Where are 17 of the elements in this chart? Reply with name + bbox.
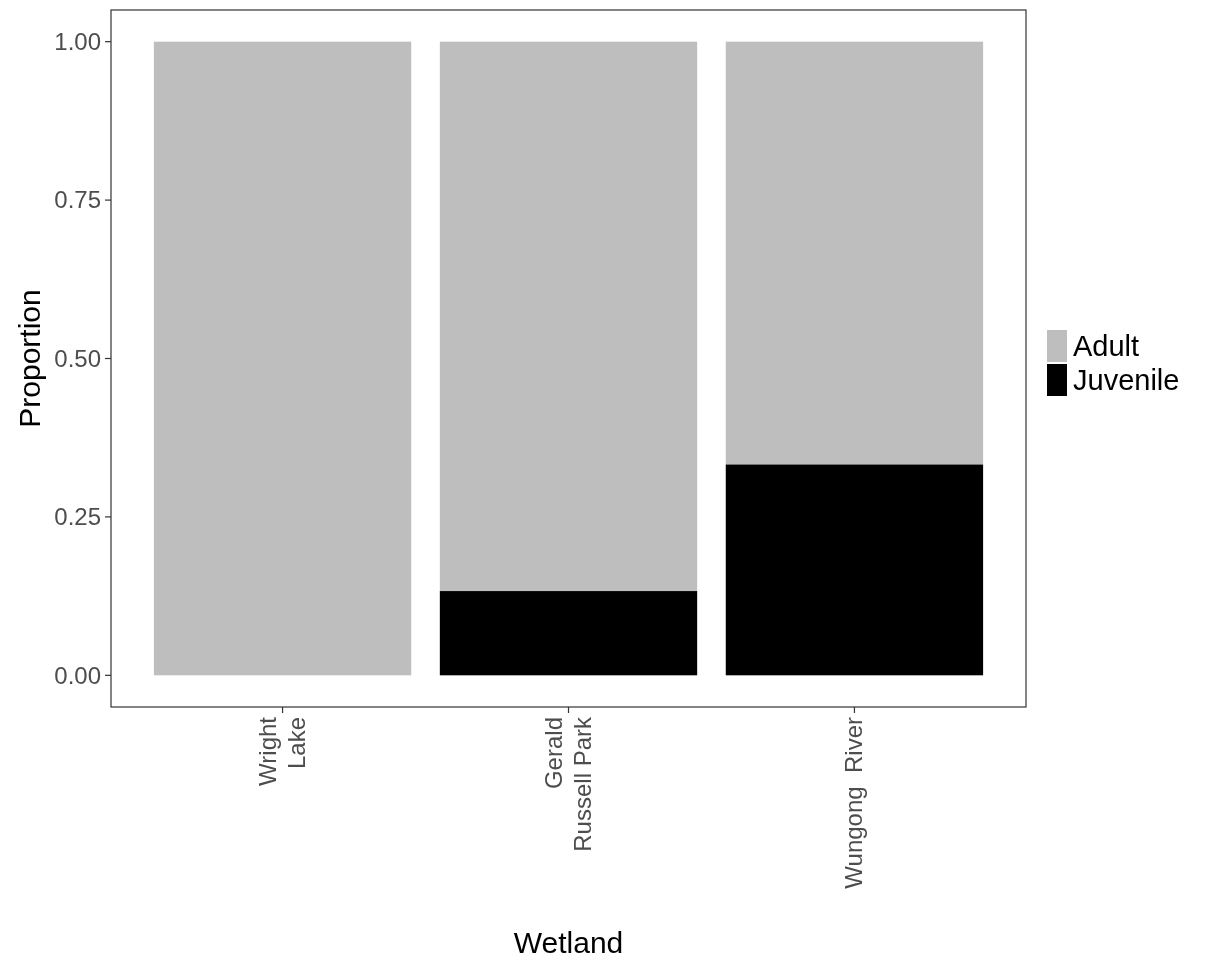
y-axis-title: Proportion (13, 289, 46, 428)
bar (439, 591, 698, 676)
x-axis-title: Wetland (513, 926, 624, 959)
y-tick-label: 0.75 (54, 186, 101, 214)
bar (725, 41, 984, 465)
x-tick-label: Wright Lake (254, 716, 311, 786)
x-tick-label: Gerald Russell Park (540, 716, 596, 852)
y-tick-label: 0.25 (54, 503, 101, 531)
y-tick-label: 0.00 (54, 661, 101, 689)
bar (153, 41, 412, 676)
bar (439, 41, 698, 592)
legend-label: Juvenile (1073, 364, 1180, 397)
y-tick-label: 1.00 (54, 28, 101, 56)
legend-label: Adult (1073, 330, 1140, 363)
x-tick-label: Wungong River (840, 717, 868, 889)
bar (725, 464, 984, 676)
y-tick-label: 0.50 (54, 344, 101, 372)
